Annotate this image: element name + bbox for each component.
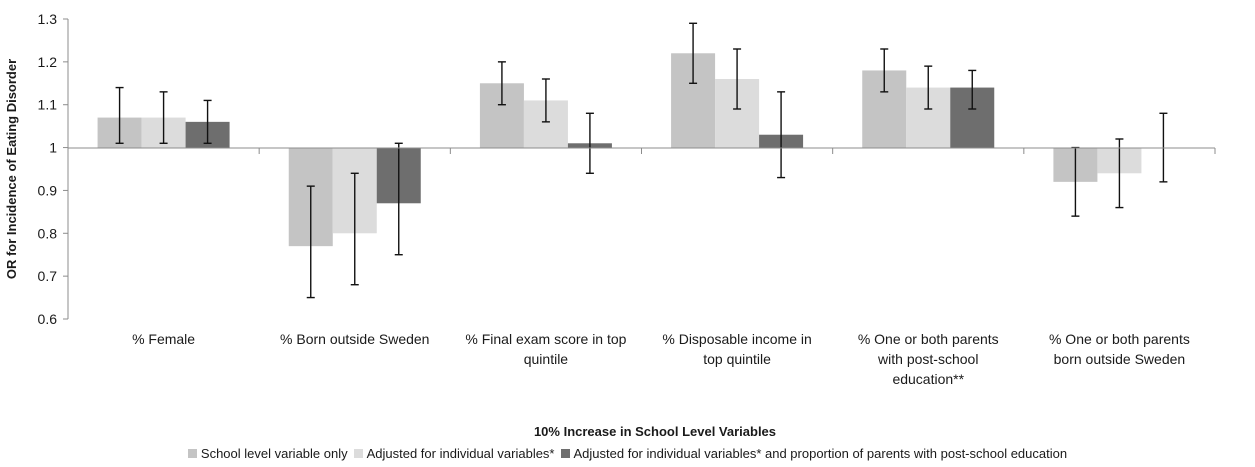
y-tick-label: 1.2 bbox=[38, 54, 58, 70]
category-label: % One or both parents bbox=[1049, 331, 1190, 347]
x-axis-title: 10% Increase in School Level Variables bbox=[534, 424, 776, 439]
legend-item: Adjusted for individual variables* and p… bbox=[560, 446, 1068, 461]
chart: OR for Incidence of Eating Disorder 0.6 0… bbox=[4, 11, 1216, 439]
y-axis-title: OR for Incidence of Eating Disorder bbox=[4, 59, 19, 279]
category-label: quintile bbox=[524, 351, 569, 367]
category-label: % Born outside Sweden bbox=[280, 331, 429, 347]
y-tick-label: 0.7 bbox=[38, 268, 58, 284]
category-label: education** bbox=[892, 371, 964, 387]
legend-item: Adjusted for individual variables* bbox=[353, 446, 555, 461]
y-tick-label: 0.6 bbox=[38, 311, 58, 327]
category-label: % Final exam score in top bbox=[465, 331, 626, 347]
legend: School level variable only Adjusted for i… bbox=[0, 446, 1255, 461]
legend-swatch bbox=[187, 449, 197, 458]
y-tick-label: 1 bbox=[49, 140, 57, 156]
category-label: % One or both parents bbox=[858, 331, 999, 347]
legend-item: School level variable only bbox=[187, 446, 348, 461]
category-label: % Female bbox=[132, 331, 195, 347]
legend-swatch bbox=[560, 449, 570, 458]
category-label: % Disposable income in bbox=[662, 331, 811, 347]
legend-label: Adjusted for individual variables* bbox=[366, 446, 555, 461]
legend-label: School level variable only bbox=[200, 446, 348, 461]
legend-label: Adjusted for individual variables* and p… bbox=[573, 446, 1068, 461]
category-label: with post-school bbox=[877, 351, 978, 367]
y-tick-label: 1.3 bbox=[38, 11, 58, 27]
legend-swatch bbox=[353, 449, 363, 458]
y-tick-label: 0.9 bbox=[38, 182, 58, 198]
category-label: born outside Sweden bbox=[1054, 351, 1186, 367]
category-label: top quintile bbox=[703, 351, 771, 367]
y-tick-label: 1.1 bbox=[38, 97, 58, 113]
y-tick-label: 0.8 bbox=[38, 225, 58, 241]
